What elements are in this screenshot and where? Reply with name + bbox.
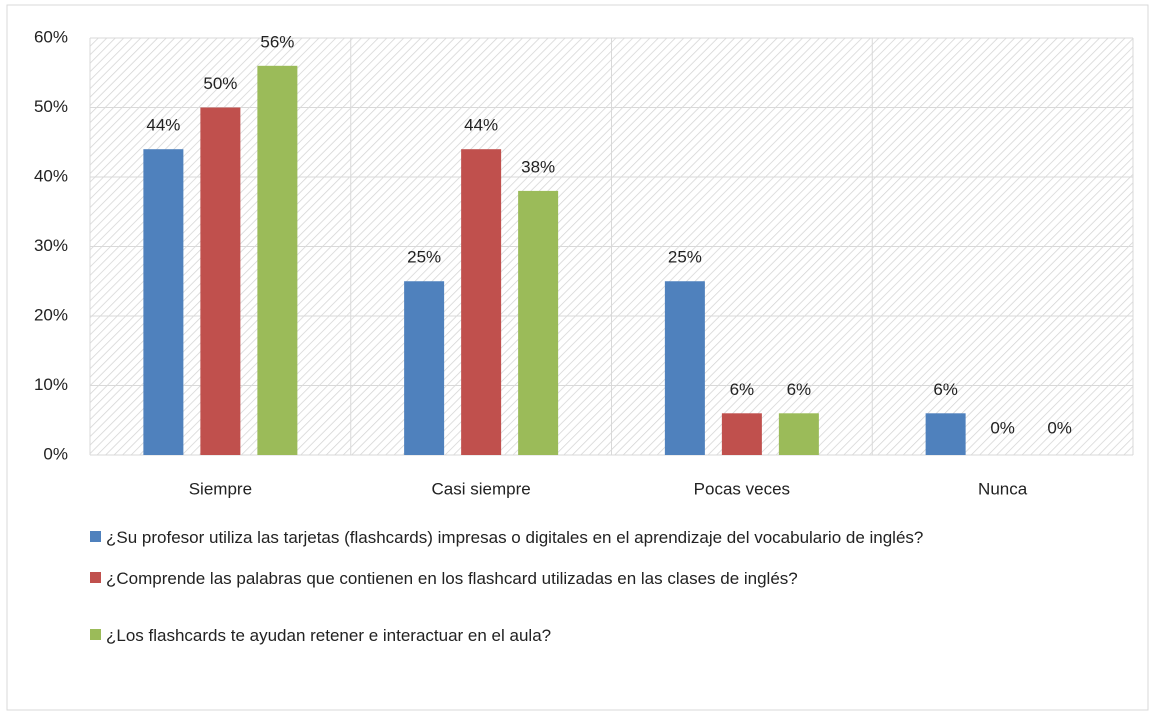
data-label: 50%	[203, 74, 237, 93]
data-label: 38%	[521, 157, 555, 176]
x-tick-label: Siempre	[189, 479, 252, 498]
bar	[778, 413, 819, 455]
data-label: 6%	[730, 380, 755, 399]
bar	[461, 149, 502, 455]
data-label: 6%	[787, 380, 812, 399]
legend-entry: ¿Comprende las palabras que contienen en…	[90, 566, 1100, 591]
data-label: 56%	[260, 32, 294, 51]
y-tick-label: 50%	[34, 97, 68, 116]
data-label: 44%	[146, 116, 180, 135]
data-label: 0%	[990, 418, 1015, 437]
y-tick-label: 20%	[34, 305, 68, 324]
legend-label: ¿Comprende las palabras que contienen en…	[106, 569, 798, 588]
y-tick-label: 0%	[43, 444, 68, 463]
bar	[404, 281, 445, 455]
bar	[721, 413, 762, 455]
x-tick-label: Casi siempre	[432, 479, 531, 498]
data-label: 6%	[933, 380, 958, 399]
bar	[257, 65, 298, 456]
data-label: 25%	[668, 248, 702, 267]
data-label: 0%	[1047, 418, 1072, 437]
data-label: 44%	[464, 116, 498, 135]
legend-swatch	[90, 629, 101, 640]
chart-border	[6, 4, 1149, 711]
x-tick-label: Nunca	[978, 479, 1028, 498]
legend-label: ¿Su profesor utiliza las tarjetas (flash…	[106, 528, 924, 547]
legend-swatch	[90, 572, 101, 583]
x-tick-label: Pocas veces	[694, 479, 790, 498]
legend-entry: ¿Su profesor utiliza las tarjetas (flash…	[90, 525, 1100, 550]
bar	[143, 149, 184, 455]
y-tick-label: 30%	[34, 236, 68, 255]
legend: ¿Su profesor utiliza las tarjetas (flash…	[90, 525, 1100, 664]
legend-swatch	[90, 531, 101, 542]
bar	[518, 190, 559, 455]
legend-entry: ¿Los flashcards te ayudan retener e inte…	[90, 623, 1100, 648]
bar	[925, 413, 966, 455]
legend-label: ¿Los flashcards te ayudan retener e inte…	[106, 626, 552, 645]
y-tick-label: 60%	[34, 27, 68, 46]
data-label: 25%	[407, 248, 441, 267]
y-tick-label: 40%	[34, 166, 68, 185]
bar	[200, 107, 241, 455]
bar	[664, 281, 705, 455]
y-tick-label: 10%	[34, 375, 68, 394]
